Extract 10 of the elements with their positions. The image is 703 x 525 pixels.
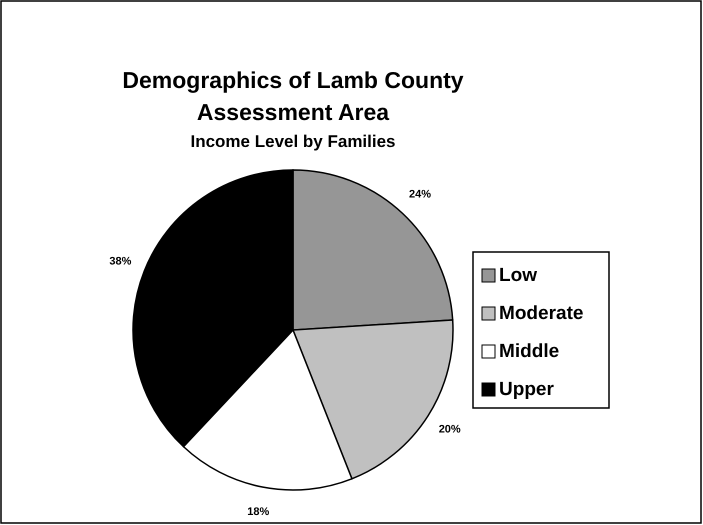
legend-label: Low <box>499 265 538 286</box>
legend-label: Upper <box>499 379 554 400</box>
chart-subtitle: Income Level by Families <box>190 132 396 151</box>
data-label: 24% <box>409 188 432 201</box>
data-label: 18% <box>247 506 270 518</box>
data-label: 20% <box>438 423 461 436</box>
legend-label: Middle <box>499 341 560 362</box>
chart-title: Demographics of Lamb County Assessment Area <box>122 67 464 125</box>
legend-label: Moderate <box>499 303 584 324</box>
data-label: 38% <box>109 256 132 268</box>
